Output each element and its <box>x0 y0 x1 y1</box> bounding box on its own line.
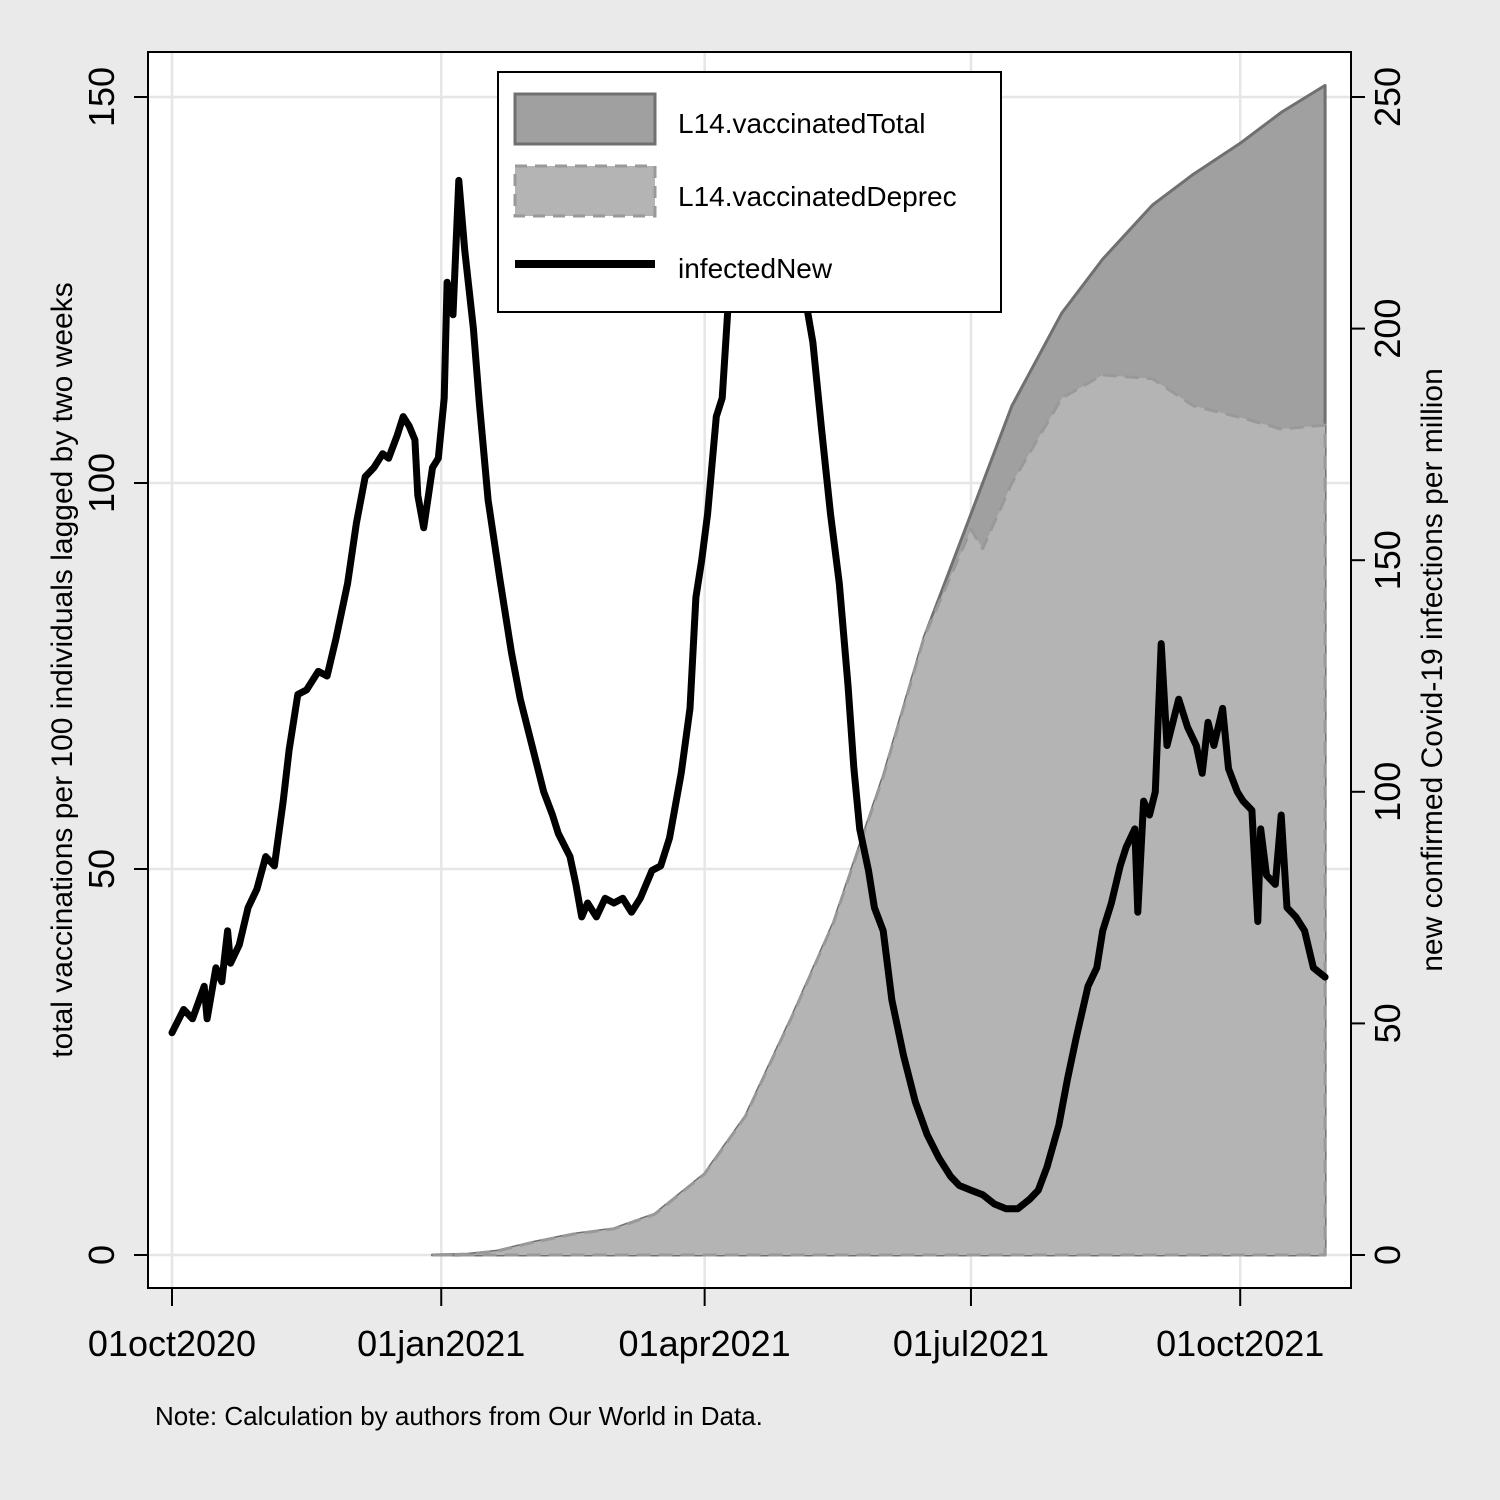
legend-label-infectedNew: infectedNew <box>678 253 833 284</box>
series-infectednew-line <box>168 176 1329 1213</box>
note: Note: Calculation by authors from Our Wo… <box>155 1401 763 1431</box>
y-right-tick-label: 150 <box>1367 530 1408 590</box>
x-tick-label: 01oct2021 <box>1156 1323 1324 1364</box>
y-left-tick-label: 100 <box>81 453 122 513</box>
y-axis-left-title: total vaccinations per 100 individuals l… <box>46 282 79 1057</box>
area-series <box>431 83 1327 1257</box>
x-tick-label: 01jul2021 <box>893 1323 1049 1364</box>
y-right-tick-label: 50 <box>1367 1003 1408 1043</box>
y-right-tick-label: 250 <box>1367 67 1408 127</box>
plot-frame <box>147 51 1352 1289</box>
x-axis: 01oct2020 01jan2021 01apr2021 01jul2021 01oc… <box>88 1288 1324 1364</box>
y-left-tick-label: 0 <box>81 1245 122 1265</box>
y-right-tick-label: 200 <box>1367 299 1408 359</box>
y-axis-right-title: new confirmed Covid-19 infections per mi… <box>1416 368 1449 972</box>
y-axis-right: 0 50 100 150 200 250 <box>1351 67 1408 1265</box>
legend-label-vaccinatedTotal: L14.vaccinatedTotal <box>678 108 926 139</box>
y-right-tick-label: 0 <box>1367 1245 1408 1265</box>
legend-swatch-vaccinatedDeprec <box>513 164 657 218</box>
legend-label-vaccinatedDeprec: L14.vaccinatedDeprec <box>678 181 957 212</box>
x-tick-label: 01apr2021 <box>619 1323 791 1364</box>
x-tick-label: 01jan2021 <box>357 1323 525 1364</box>
legend-swatch-vaccinatedTotal <box>513 92 657 146</box>
line-series <box>168 176 1329 1213</box>
y-right-tick-label: 100 <box>1367 762 1408 822</box>
y-axis-left: 0 50 100 150 <box>81 67 148 1265</box>
series-l14-vaccinateddeprec-area <box>431 373 1327 1257</box>
y-left-tick-label: 50 <box>81 849 122 889</box>
y-left-tick-label: 150 <box>81 67 122 127</box>
legend: L14.vaccinatedTotal L14.vaccinatedDeprec… <box>497 71 1002 313</box>
x-tick-label: 01oct2020 <box>88 1323 256 1364</box>
